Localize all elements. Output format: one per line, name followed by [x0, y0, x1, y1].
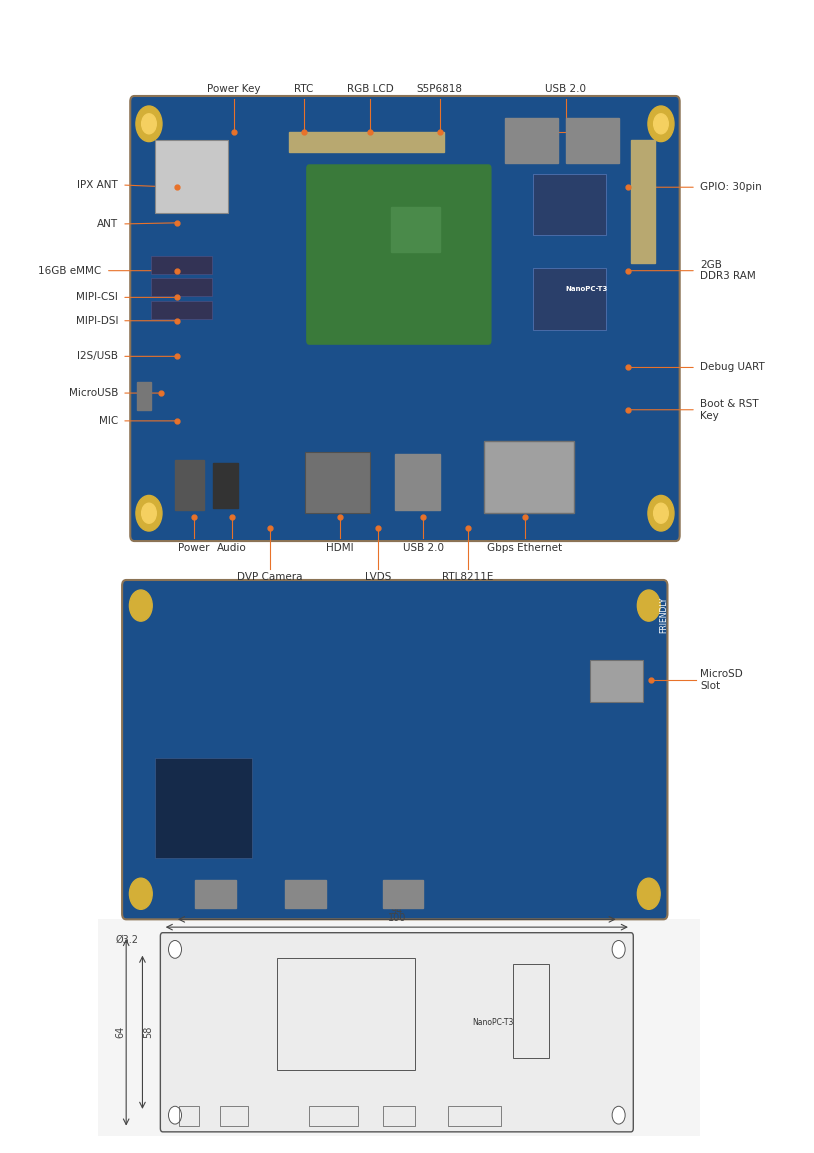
Text: Ø3.2: Ø3.2 — [116, 934, 138, 944]
Text: MIC: MIC — [98, 416, 118, 425]
FancyBboxPatch shape — [122, 580, 667, 919]
Text: 58: 58 — [143, 1026, 153, 1039]
Bar — [151, 279, 212, 296]
Text: RTC: RTC — [294, 84, 313, 93]
Text: ANT: ANT — [97, 219, 118, 229]
Text: IPX ANT: IPX ANT — [77, 180, 118, 190]
Bar — [533, 174, 606, 235]
Bar — [391, 208, 440, 251]
Bar — [98, 919, 700, 1137]
Text: RGB LCD: RGB LCD — [347, 84, 394, 93]
Bar — [305, 452, 370, 513]
Text: RTL8211E: RTL8211E — [442, 572, 494, 582]
Circle shape — [142, 503, 156, 523]
Text: Power: Power — [178, 543, 209, 553]
Bar — [155, 141, 228, 213]
Text: I2S/USB: I2S/USB — [77, 352, 118, 361]
Bar — [213, 464, 238, 507]
Bar — [179, 1106, 199, 1126]
Text: 16GB eMMC: 16GB eMMC — [38, 265, 102, 276]
Bar — [631, 141, 655, 263]
Bar — [151, 256, 212, 274]
Circle shape — [648, 496, 674, 532]
Bar — [277, 958, 415, 1070]
Circle shape — [648, 106, 674, 142]
Text: 2GB
DDR3 RAM: 2GB DDR3 RAM — [700, 259, 755, 281]
FancyBboxPatch shape — [307, 165, 491, 344]
Text: FRIENDLY: FRIENDLY — [659, 597, 668, 633]
Text: NanoPC-T3: NanoPC-T3 — [472, 1018, 514, 1027]
Circle shape — [168, 1106, 182, 1124]
Bar — [566, 119, 619, 163]
Bar — [220, 1106, 248, 1126]
Circle shape — [136, 106, 162, 142]
Bar — [590, 661, 643, 702]
Bar — [395, 454, 440, 510]
Circle shape — [136, 496, 162, 532]
Circle shape — [612, 1106, 625, 1124]
Bar — [137, 382, 151, 409]
Text: Power Key: Power Key — [207, 84, 260, 93]
Circle shape — [168, 941, 182, 958]
Circle shape — [637, 879, 660, 910]
Text: USB 2.0: USB 2.0 — [403, 543, 444, 553]
Circle shape — [612, 941, 625, 958]
Bar — [195, 881, 236, 909]
Bar — [448, 1106, 501, 1126]
Text: MIPI-CSI: MIPI-CSI — [77, 293, 118, 302]
Text: Boot & RST
Key: Boot & RST Key — [700, 399, 759, 421]
Bar — [383, 1106, 415, 1126]
Text: NanoPC-T3: NanoPC-T3 — [566, 286, 608, 292]
Text: - Layout & Interface: - Layout & Interface — [15, 12, 217, 29]
Text: 64: 64 — [116, 1026, 125, 1039]
Circle shape — [654, 503, 668, 523]
Text: Audio: Audio — [217, 543, 247, 553]
Bar — [484, 440, 574, 513]
Bar — [513, 964, 549, 1058]
Text: Debug UART: Debug UART — [700, 362, 765, 372]
Text: Gbps Ethernet: Gbps Ethernet — [488, 543, 562, 553]
Bar — [309, 1106, 358, 1126]
Circle shape — [637, 590, 660, 621]
Circle shape — [129, 879, 152, 910]
Circle shape — [129, 590, 152, 621]
Text: S5P6818: S5P6818 — [417, 84, 462, 93]
Text: 100: 100 — [387, 913, 406, 922]
Circle shape — [142, 114, 156, 134]
Text: USB 2.0: USB 2.0 — [545, 84, 586, 93]
Text: 94: 94 — [391, 906, 403, 915]
Text: MicroSD
Slot: MicroSD Slot — [700, 670, 743, 691]
Bar — [151, 301, 212, 318]
Text: MIPI-DSI: MIPI-DSI — [76, 316, 118, 326]
FancyBboxPatch shape — [130, 96, 680, 541]
Bar — [289, 131, 444, 152]
Text: GPIO: 30pin: GPIO: 30pin — [700, 182, 762, 193]
Text: LVDS: LVDS — [365, 572, 391, 582]
Text: HDMI: HDMI — [326, 543, 354, 553]
Bar — [383, 881, 423, 909]
Circle shape — [654, 114, 668, 134]
Bar — [175, 460, 204, 510]
Text: MicroUSB: MicroUSB — [68, 389, 118, 398]
FancyBboxPatch shape — [160, 933, 633, 1132]
Bar — [505, 119, 558, 163]
Bar — [285, 881, 326, 909]
Bar — [533, 269, 606, 330]
Text: DVP Camera: DVP Camera — [238, 572, 303, 582]
Bar — [155, 758, 252, 858]
